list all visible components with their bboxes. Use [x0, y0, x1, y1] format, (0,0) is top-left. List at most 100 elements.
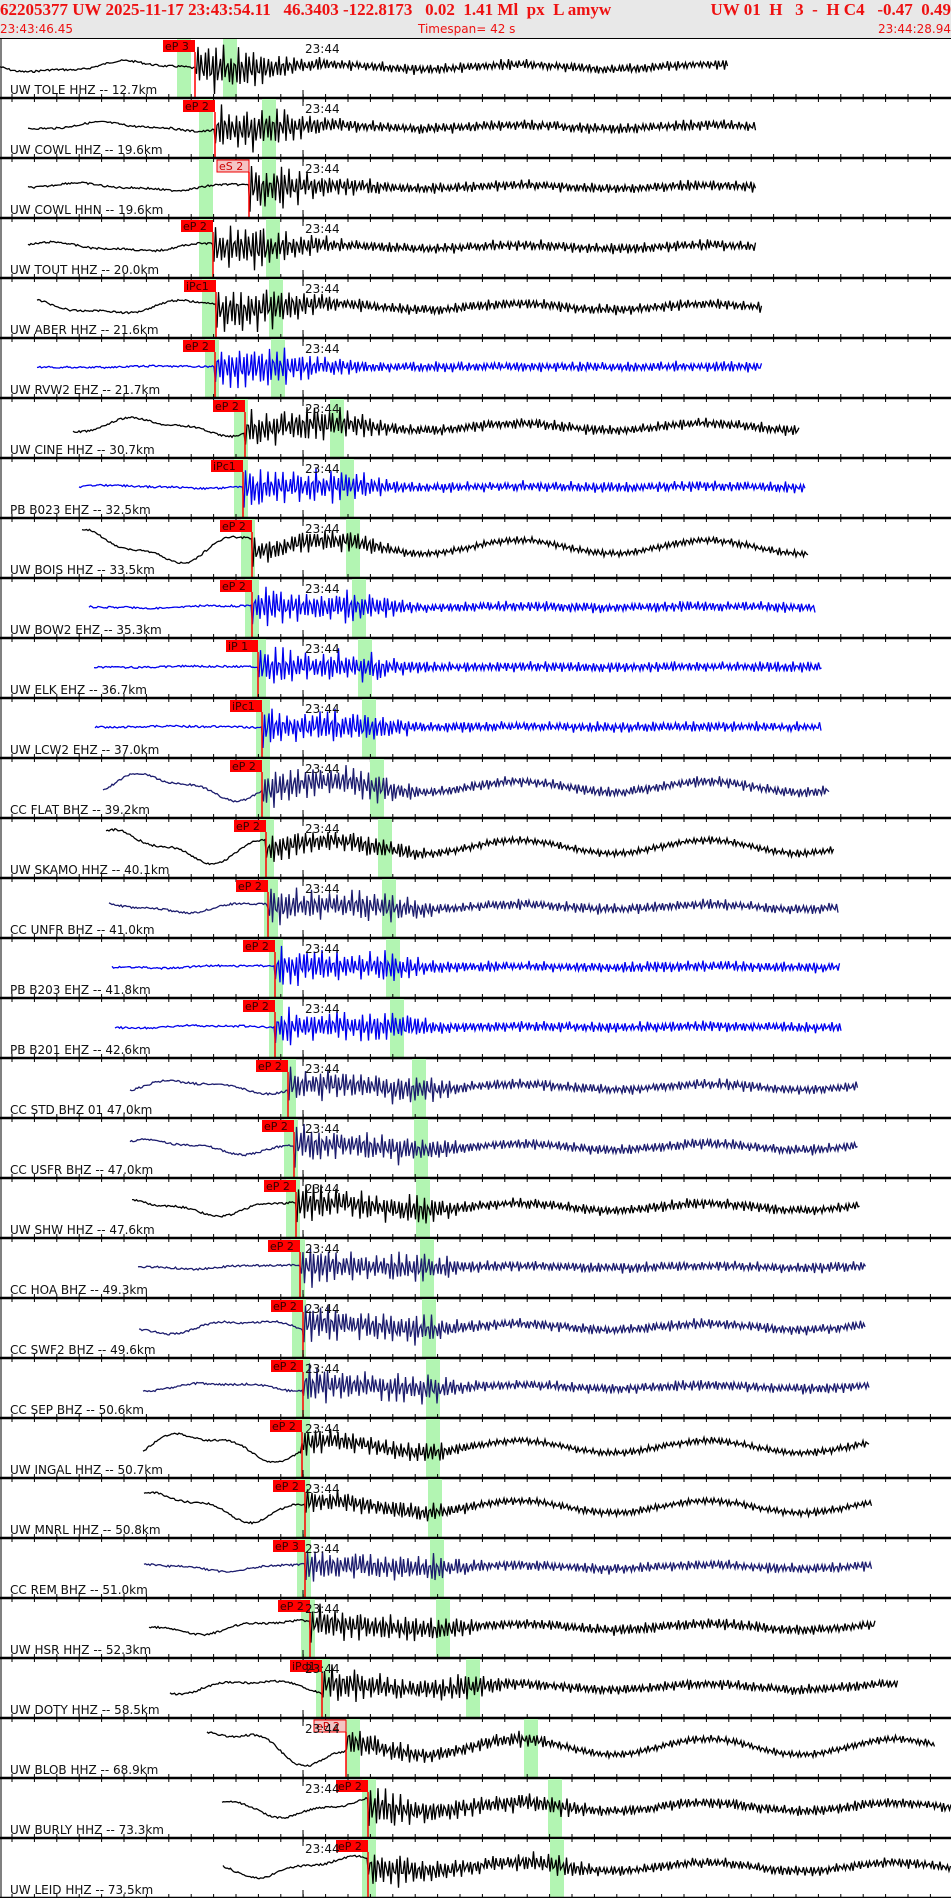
s-window [378, 819, 392, 877]
station-label: UW COWL HHN -- 19.6km [10, 203, 163, 217]
waveform [72, 407, 800, 446]
station-label: UW CINE HHZ -- 30.7km [10, 443, 155, 457]
pick-label: eS 2 [219, 160, 243, 173]
trace-row[interactable]: eP 2 23:44 UW CINE HHZ -- 30.7km [0, 399, 951, 466]
trace-row[interactable]: eP 2 23:44 CC STD BHZ 01 47.0km [0, 1059, 951, 1126]
pick-label: iPc1 [213, 460, 236, 473]
pick-label-box[interactable] [268, 1240, 300, 1252]
trace-row[interactable]: iPc1 23:44 UW LCW2 EHZ -- 37.0km [0, 699, 951, 766]
pick-label: eP 2 [272, 1420, 296, 1433]
pick-label: eP 2 [215, 400, 239, 413]
station-label: UW LCW2 EHZ -- 37.0km [10, 743, 159, 757]
pick-label-box[interactable] [273, 1480, 305, 1492]
pick-label-box[interactable] [163, 40, 195, 52]
minute-label: 23:44 [305, 942, 340, 956]
pick-label-box[interactable] [216, 159, 250, 173]
trace-row[interactable]: eP 2 23:44 UW SHW HHZ -- 47.6km [0, 1179, 951, 1246]
trace-row[interactable]: eP 3 23:44 CC REM BHZ -- 51.0km [0, 1539, 951, 1606]
pick-label: eP 2 [264, 1120, 288, 1133]
pick-label-box[interactable] [256, 1060, 288, 1072]
pick-label-box[interactable] [264, 1180, 296, 1192]
pick-label: eP 2 [273, 1360, 297, 1373]
pick-label: eP 2 [275, 1480, 299, 1493]
pick-label-box[interactable] [278, 1600, 310, 1612]
trace-row[interactable]: eP 2 23:44 UW RVW2 EHZ -- 21.7km [0, 339, 951, 406]
pick-label: eP 2 [232, 760, 256, 773]
pick-label-box[interactable] [313, 1719, 347, 1733]
waveform [27, 165, 757, 212]
trace-row[interactable]: eP 2 23:44 UW TOUT HHZ -- 20.0km [0, 219, 951, 286]
pick-label-box[interactable] [290, 1660, 322, 1672]
pick-label-box[interactable] [230, 700, 262, 712]
trace-row[interactable]: eP 2 23:44 UW HSR HHZ -- 52.3km [0, 1599, 951, 1666]
pick-label-box[interactable] [271, 1300, 303, 1312]
trace-row[interactable]: eP 2 23:44 CC SEP BHZ -- 50.6km [0, 1359, 951, 1426]
station-label: CC REM BHZ -- 51.0km [10, 1583, 148, 1597]
minute-label: 23:44 [305, 1542, 340, 1556]
station-label: UW MNRL HHZ -- 50.8km [10, 1523, 161, 1537]
trace-row[interactable]: eP 2 23:44 CC FLAT BHZ -- 39.2km [0, 759, 951, 826]
station-label: UW BOW2 EHZ -- 35.3km [10, 623, 162, 637]
waveform [88, 586, 816, 627]
trace-row[interactable]: iPc1 23:44 PB B023 EHZ -- 32.5km [0, 459, 951, 526]
trace-row[interactable]: eP 2 23:44 CC SWF2 BHZ -- 49.6km [0, 1299, 951, 1366]
trace-row[interactable]: eP 2 23:44 UW BOIS HHZ -- 33.5km [0, 519, 951, 586]
minute-label: 23:44 [305, 882, 340, 896]
minute-label: 23:44 [305, 1482, 340, 1496]
waveform [143, 1489, 873, 1525]
station-label: UW TOLE HHZ -- 12.7km [10, 83, 157, 97]
trace-row[interactable]: eP 2 23:44 UW MNRL HHZ -- 50.8km [0, 1479, 951, 1546]
pick-label-box[interactable] [226, 640, 258, 652]
pick-label-box[interactable] [220, 520, 252, 532]
pick-label-box[interactable] [336, 1780, 368, 1792]
pick-label: eP 3 [275, 1540, 299, 1553]
pick-label-box[interactable] [220, 580, 252, 592]
event-summary: 62205377 UW 2025-11-17 23:43:54.11 46.34… [0, 0, 612, 19]
pick-label-box[interactable] [273, 1540, 305, 1552]
s-window [524, 1719, 538, 1777]
pick-label-box[interactable] [213, 400, 245, 412]
pick-label-box[interactable] [336, 1840, 368, 1852]
trace-row[interactable]: eP 3 23:44 UW TOLE HHZ -- 12.7km [0, 39, 951, 106]
trace-row[interactable]: eP 223:44 UW LEID HHZ -- 73.5km [0, 1839, 951, 1902]
trace-row[interactable]: iP 1 23:44 UW ELK EHZ -- 36.7km [0, 639, 951, 706]
event-summary-right: UW 01 H 3 - H C4 -0.47 0.49 [710, 0, 951, 19]
waveform [36, 289, 763, 333]
pick-label: eP 2 [222, 580, 246, 593]
pick-label-box[interactable] [271, 1360, 303, 1372]
trace-row[interactable]: eP 2 23:44 UW INGAL HHZ -- 50.7km [0, 1419, 951, 1486]
trace-row[interactable]: eP 2 23:44 UW BOW2 EHZ -- 35.3km [0, 579, 951, 646]
trace-row[interactable]: eP 2 23:44 CC HOA BHZ -- 49.3km [0, 1239, 951, 1306]
minute-label: 23:44 [305, 1062, 340, 1076]
pick-label-box[interactable] [243, 1000, 275, 1012]
pick-label-box[interactable] [270, 1420, 302, 1432]
trace-row[interactable]: eP 2 23:44 UW COWL HHZ -- 19.6km [0, 99, 951, 166]
pick-label-box[interactable] [236, 880, 268, 892]
trace-row[interactable]: eP 2 23:44 PB B201 EHZ -- 42.6km [0, 999, 951, 1066]
pick-label-box[interactable] [243, 940, 275, 952]
pick-label-box[interactable] [262, 1120, 294, 1132]
minute-label: 23:44 [305, 162, 340, 176]
pick-label-box[interactable] [184, 280, 216, 292]
pick-label-box[interactable] [211, 460, 243, 472]
trace-row[interactable]: eP 223:44 UW BLOB HHZ -- 68.9km [0, 1719, 951, 1786]
p-window [296, 1479, 310, 1537]
trace-row[interactable]: eP 2 23:44 CC UNFR BHZ -- 41.0km [0, 879, 951, 946]
trace-row[interactable]: eP 2 23:44 UW SKAMO HHZ -- 40.1km [0, 819, 951, 886]
seismogram-panel[interactable]: eP 3 23:44 UW TOLE HHZ -- 12.7km eP 2 23:44 U… [0, 37, 951, 1902]
trace-row[interactable]: eP 2 23:44 CC USFR BHZ -- 47.0km [0, 1119, 951, 1186]
pick-label: eP 2 [338, 1840, 362, 1853]
pick-label-box[interactable] [230, 760, 262, 772]
pick-label-box[interactable] [183, 100, 215, 112]
pick-label: iPd1 [292, 1660, 316, 1673]
pick-label-box[interactable] [234, 820, 266, 832]
trace-row[interactable]: eS 2 23:44 UW COWL HHN -- 19.6km [0, 159, 951, 226]
pick-label-box[interactable] [183, 340, 215, 352]
trace-row[interactable]: iPc1 23:44 UW ABER HHZ -- 21.6km [0, 279, 951, 346]
pick-label-box[interactable] [181, 220, 213, 232]
trace-row[interactable]: eP 2 23:44 PB B203 EHZ -- 41.8km [0, 939, 951, 1006]
waveform [142, 1363, 870, 1405]
trace-row[interactable]: eP 223:44 UW BURLY HHZ -- 73.3km [0, 1779, 951, 1846]
station-label: UW BOIS HHZ -- 33.5km [10, 563, 155, 577]
